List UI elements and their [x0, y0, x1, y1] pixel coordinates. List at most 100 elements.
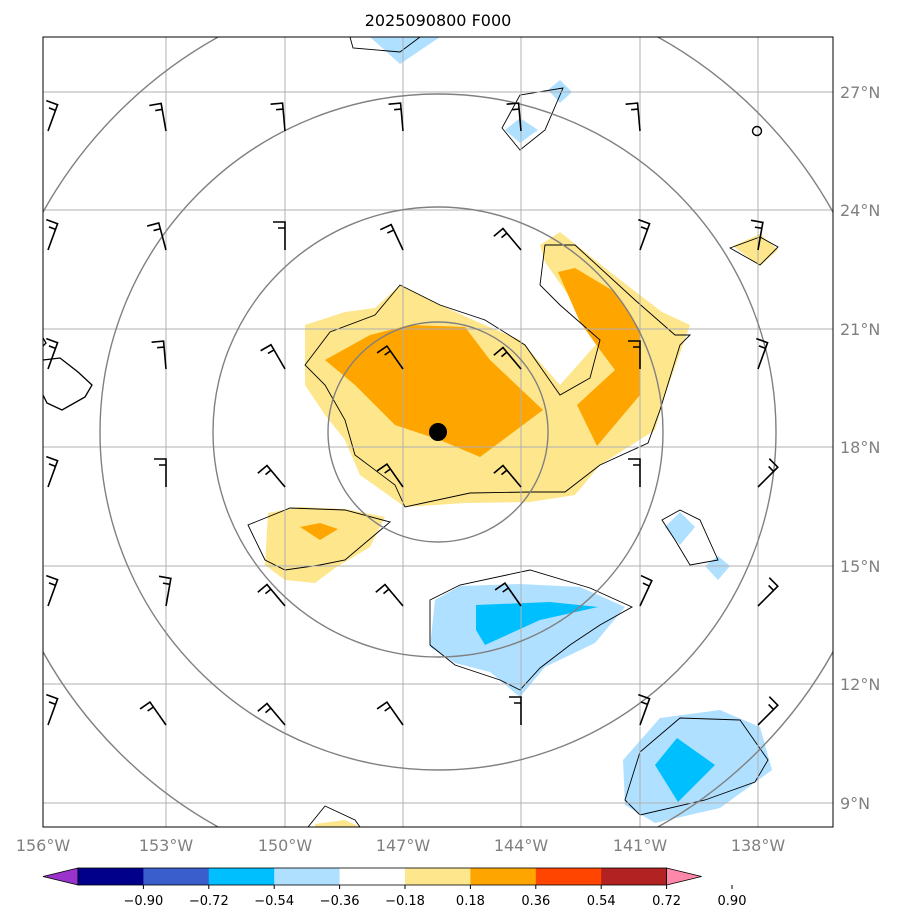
pos-light-west [265, 507, 385, 583]
wind-barb [46, 99, 59, 132]
lat-label: 15°N [840, 557, 880, 576]
colorbar-tick-label: −0.36 [320, 894, 360, 909]
wind-barb [379, 223, 404, 251]
wind-barb [375, 583, 404, 607]
wind-barb [257, 583, 286, 607]
wind-barb [494, 581, 522, 607]
colorbar-tick-label: −0.72 [189, 894, 229, 909]
wind-barb [625, 102, 641, 132]
colorbar-tick-label: 0.18 [456, 894, 485, 909]
range-ring-1 [327, 321, 549, 543]
colorbar-segment [143, 868, 210, 885]
lat-label: 12°N [840, 675, 880, 694]
wind-barb [46, 693, 59, 726]
wind-barb [388, 102, 404, 132]
wind-barb [149, 102, 167, 132]
pos-light-south [315, 820, 360, 827]
hawaii-coastline [43, 337, 93, 411]
wind-barb [628, 340, 641, 369]
wind-barb [376, 344, 404, 370]
lat-label: 27°N [840, 83, 880, 102]
wind-barb [158, 575, 172, 607]
wind-barb [757, 458, 779, 488]
lon-label: 138°W [731, 836, 786, 855]
pos-mid-west [300, 523, 338, 540]
gridlines [43, 37, 833, 827]
range-ring-3 [99, 93, 777, 771]
colorbar-segment [339, 868, 406, 885]
lon-label: 153°W [139, 836, 194, 855]
map-title: 2025090800 F000 [365, 11, 512, 30]
storm-center-marker [429, 423, 447, 441]
lat-label: 24°N [840, 201, 880, 220]
neg-light-top [370, 37, 440, 64]
lat-label: 18°N [840, 438, 880, 457]
colorbar-outline [77, 867, 667, 886]
colorbar-segment [535, 868, 602, 885]
wind-barb [273, 221, 286, 250]
positive-anomaly-fills [265, 232, 778, 827]
colorbar-tick-label: −0.54 [254, 894, 294, 909]
wind-barb [154, 458, 167, 487]
wind-barb [638, 693, 651, 726]
neg-light-east [665, 512, 695, 545]
wind-barb [493, 464, 522, 488]
colorbar-segment [78, 868, 144, 885]
negative-anomaly-fills [370, 37, 772, 823]
wind-barb [506, 102, 522, 132]
lon-label: 141°W [613, 836, 668, 855]
colorbar-segment [601, 868, 668, 885]
map-content [43, 37, 833, 827]
colorbar-tick-label: −0.18 [385, 894, 425, 909]
lat-axis-labels: 9°N 12°N 15°N 18°N 21°N 24°N 27°N [840, 83, 880, 813]
wind-barb [756, 337, 769, 370]
wind-barbs [46, 99, 779, 726]
wind-barb [46, 455, 59, 488]
wind-barb [260, 343, 286, 370]
pos-mid-north [558, 268, 640, 446]
contour-lines [247, 37, 779, 827]
wind-barb [270, 102, 286, 132]
colorbar-tick-label: 0.72 [652, 894, 681, 909]
wind-barb [509, 696, 522, 725]
colorbar-tick-label: 0.90 [718, 894, 747, 909]
range-rings [43, 37, 833, 827]
neg-mid-southeast [655, 738, 715, 802]
wind-barb [376, 700, 404, 726]
wind-barb [146, 221, 167, 251]
colorbar-segment [274, 868, 341, 885]
colorbar-segment [208, 868, 275, 885]
colorbar-tick-label: 0.36 [521, 894, 550, 909]
lon-label: 156°W [16, 836, 71, 855]
wind-barb [493, 227, 522, 251]
wind-barb [376, 462, 404, 488]
wind-barb [46, 574, 59, 607]
wind-barb [639, 574, 653, 607]
colorbar-extend-low [42, 867, 79, 886]
neg-light-east-small [705, 556, 730, 580]
colorbar-tick-label: 0.54 [587, 894, 616, 909]
lon-label: 150°W [258, 836, 313, 855]
wind-barb [638, 218, 651, 251]
lat-label: 9°N [840, 794, 870, 813]
wind-barb [493, 346, 522, 370]
calm-wind-marker [751, 125, 763, 137]
wind-barb [628, 458, 641, 487]
lon-label: 144°W [494, 836, 549, 855]
wind-barb [257, 702, 286, 726]
colorbar-extend-high [666, 867, 702, 886]
lon-label: 147°W [376, 836, 431, 855]
map-frame [42, 36, 834, 828]
colorbar-tick-label: −0.90 [123, 894, 163, 909]
colorbar-segment [405, 868, 471, 885]
pos-mid-core [325, 325, 543, 457]
wind-barb [139, 700, 167, 726]
wind-barb [750, 219, 764, 251]
wind-barb [757, 577, 779, 607]
wind-barb [257, 464, 286, 488]
wind-barb [151, 340, 167, 370]
wind-barb [46, 337, 59, 370]
wind-barb [46, 218, 59, 251]
colorbar-segment [470, 868, 537, 885]
